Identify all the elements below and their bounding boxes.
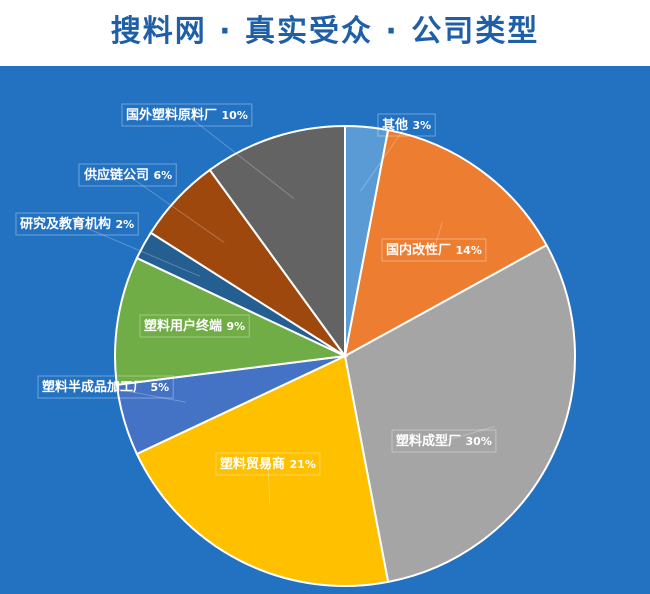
leader-line — [181, 325, 195, 331]
slice-label-6: 塑料用户终端 9% — [139, 314, 250, 338]
pie-slice-3 — [343, 243, 576, 584]
slice-percent: 2% — [116, 218, 135, 231]
leader-line — [360, 124, 408, 192]
label-box — [377, 113, 436, 137]
slice-label-text: 塑料半成品加工厂 5% — [42, 379, 169, 395]
header: 搜料网 · 真实受众 · 公司类型 — [0, 0, 650, 64]
slice-percent: 14% — [456, 244, 482, 257]
slice-label-3: 塑料成型厂 30% — [391, 429, 497, 453]
slice-label-text: 国外塑料原料厂 10% — [126, 107, 248, 123]
slice-percent: 10% — [222, 109, 248, 122]
label-box — [391, 429, 497, 453]
pie-slice-4 — [135, 354, 390, 587]
slice-name: 研究及教育机构 — [20, 216, 116, 232]
slice-label-5: 塑料半成品加工厂 5% — [37, 375, 174, 399]
label-box — [15, 212, 139, 236]
slice-label-text: 塑料用户终端 9% — [144, 318, 245, 334]
slice-label-text: 国内改性厂 14% — [386, 242, 482, 258]
leader-line — [105, 386, 187, 403]
slice-percent: 9% — [227, 320, 246, 333]
slice-percent: 3% — [413, 119, 432, 132]
slice-label-2: 国内改性厂 14% — [381, 238, 487, 262]
slice-name: 其他 — [382, 117, 413, 133]
leader-line — [443, 426, 495, 442]
leader-line — [127, 174, 225, 244]
slice-name: 塑料成型厂 — [396, 433, 466, 449]
slice-name: 供应链公司 — [83, 167, 154, 183]
pie-chart: 其他 3% 国内改性厂 14% 塑料成型厂 30% 塑料贸易商 21% 塑料半成品加工厂… — [15, 103, 576, 587]
leader-line — [76, 223, 201, 277]
slice-label-text: 塑料成型厂 30% — [396, 433, 492, 449]
slice-label-8: 供应链公司 6% — [78, 163, 177, 187]
slice-percent: 5% — [151, 381, 170, 394]
label-box — [121, 103, 253, 127]
label-box — [37, 375, 174, 399]
page-title: 搜料网 · 真实受众 · 公司类型 — [110, 14, 540, 49]
slice-label-9: 国外塑料原料厂 10% — [121, 103, 253, 127]
label-box — [215, 452, 321, 476]
slice-percent: 6% — [154, 169, 173, 182]
slice-name: 国外塑料原料厂 — [126, 107, 222, 123]
pie-slice-2 — [343, 128, 548, 358]
slice-label-text: 其他 3% — [382, 117, 431, 133]
pie-slice-9 — [208, 124, 346, 360]
leader-line — [186, 114, 295, 199]
label-box — [381, 238, 487, 262]
leader-line — [267, 463, 271, 504]
chart-panel: 其他 3% 国内改性厂 14% 塑料成型厂 30% 塑料贸易商 21% 塑料半成品加工厂… — [0, 66, 650, 594]
slice-name: 塑料半成品加工厂 — [42, 379, 151, 395]
slice-label-text: 塑料贸易商 21% — [220, 456, 316, 472]
slice-label-1: 其他 3% — [377, 113, 436, 137]
slice-percent: 30% — [466, 435, 492, 448]
slice-name: 塑料贸易商 — [220, 456, 290, 472]
label-box — [139, 314, 250, 338]
slice-percent: 21% — [290, 458, 316, 471]
label-box — [78, 163, 177, 187]
slice-label-text: 供应链公司 6% — [83, 167, 172, 183]
slice-name: 塑料用户终端 — [144, 318, 227, 334]
slice-label-7: 研究及教育机构 2% — [15, 212, 139, 236]
pie-slice-6 — [114, 256, 349, 386]
slice-name: 国内改性厂 — [386, 242, 456, 258]
slice-label-text: 研究及教育机构 2% — [20, 216, 134, 232]
slice-label-4: 塑料贸易商 21% — [215, 452, 321, 476]
leader-line — [433, 221, 443, 251]
